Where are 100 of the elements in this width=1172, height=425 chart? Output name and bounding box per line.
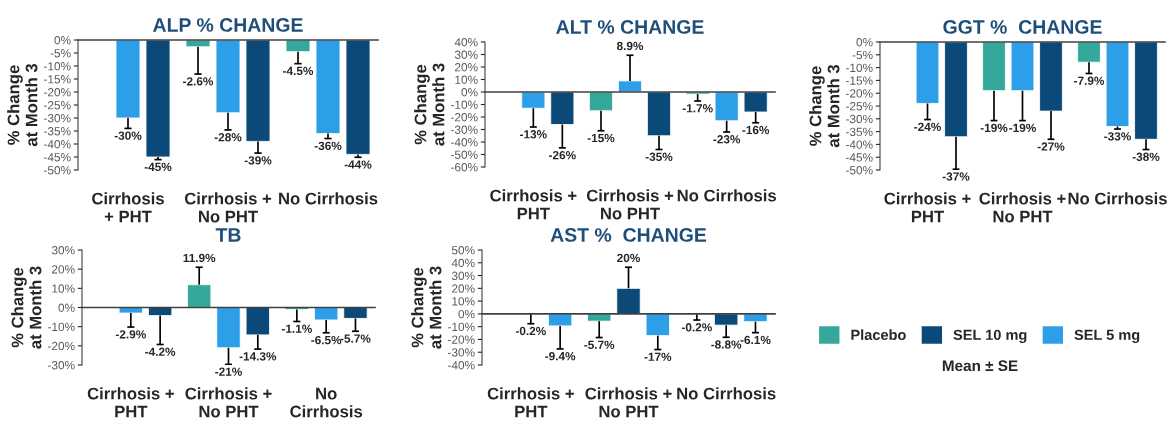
data-label: -0.2%	[515, 326, 546, 336]
y-tick-label: -20%	[448, 335, 475, 344]
data-label: -4.5%	[283, 66, 314, 76]
data-label: -9.4%	[545, 351, 576, 361]
data-label: -17%	[644, 352, 672, 361]
x-tick-label: No Cirrhosis	[1068, 192, 1167, 205]
y-tick-label: -45%	[846, 153, 873, 162]
data-label: -45%	[144, 162, 172, 172]
data-label: -38%	[1132, 152, 1160, 161]
data-label: -7.9%	[1074, 76, 1105, 85]
y-tick-label: -20%	[48, 341, 75, 351]
x-tick-label: Cirrhosis + No PHT	[585, 387, 672, 418]
y-tick-label: -10%	[44, 62, 71, 71]
legend-label: SEL 5 mg	[1074, 329, 1140, 343]
data-label: -36%	[314, 141, 342, 151]
data-label: 20%	[617, 253, 640, 263]
y-tick-label: 10%	[455, 75, 478, 84]
legend-label: SEL 10 mg	[953, 329, 1027, 343]
data-label: -5.7%	[340, 334, 371, 343]
y-tick-label: -10%	[451, 100, 478, 109]
y-tick-label: 0%	[54, 36, 71, 45]
data-label: -33%	[1104, 132, 1131, 141]
x-tick-label: Cirrhosis + PHT	[487, 387, 574, 418]
x-tick-label: Cirrhosis + PHT	[92, 192, 164, 223]
data-label: -14.3%	[239, 352, 277, 361]
y-tick-label: 30%	[51, 246, 75, 255]
data-label: -23%	[713, 135, 741, 144]
y-tick-label: -10%	[48, 322, 75, 332]
data-label: -2.6%	[183, 77, 214, 86]
data-label: -6.1%	[740, 335, 771, 345]
data-label: -27%	[1037, 142, 1065, 151]
y-axis-title: % Change at Month 3	[7, 63, 38, 147]
y-tick-label: -50%	[44, 166, 71, 175]
y-tick-label: 20%	[455, 63, 478, 72]
x-tick-label: Cirrhosis + No PHT	[184, 192, 272, 223]
data-label: -8.8%	[711, 340, 742, 349]
data-label: -5.7%	[584, 340, 615, 349]
data-label: -24%	[914, 122, 941, 131]
y-tick-label: 0%	[461, 88, 478, 97]
chart-title: ALP % CHANGE	[153, 18, 303, 32]
y-tick-label: 40%	[451, 258, 475, 268]
text: Mean ± SE	[942, 360, 1018, 372]
data-label: -39%	[244, 156, 272, 165]
y-tick-label: -5%	[852, 50, 873, 60]
y-tick-label: -30%	[48, 361, 75, 370]
y-tick-label: -15%	[44, 75, 71, 84]
y-tick-label: -25%	[44, 101, 71, 110]
data-label: 11.9%	[183, 253, 216, 263]
chart-title: AST % CHANGE	[550, 228, 707, 242]
y-tick-label: -30%	[846, 114, 873, 124]
y-tick-label: -50%	[451, 150, 478, 159]
y-axis-title: % Change at Month 3	[411, 266, 442, 349]
data-label: -37%	[942, 172, 970, 181]
y-axis-title: % Change at Month 3	[11, 266, 42, 349]
data-label: -26%	[549, 150, 576, 160]
y-axis-title: % Change at Month 3	[809, 64, 840, 148]
y-tick-label: 10%	[52, 284, 75, 293]
data-label: -6.5%	[311, 335, 342, 345]
y-tick-label: -40%	[448, 361, 475, 370]
y-tick-label: 30%	[451, 271, 475, 280]
y-tick-label: -25%	[846, 102, 873, 111]
y-tick-label: -20%	[451, 113, 478, 122]
data-label: -21%	[215, 367, 242, 376]
data-label: -19%	[1009, 123, 1036, 133]
data-label: -15%	[587, 133, 615, 143]
data-label: -2.9%	[115, 330, 146, 339]
data-label: -1.7%	[682, 104, 713, 113]
data-label: -30%	[114, 131, 142, 140]
y-tick-label: 0%	[856, 38, 873, 47]
data-label: -19%	[980, 123, 1008, 133]
x-tick-label: Cirrhosis + No PHT	[185, 387, 272, 418]
y-tick-label: -35%	[44, 127, 71, 136]
y-tick-label: -30%	[448, 348, 475, 357]
data-label: -16%	[742, 125, 770, 135]
y-tick-label: 40%	[454, 38, 478, 47]
y-tick-label: -40%	[44, 140, 71, 149]
x-tick-label: Cirrhosis + PHT	[87, 387, 174, 418]
y-tick-label: -40%	[451, 138, 478, 147]
y-tick-label: 0%	[458, 309, 475, 319]
x-tick-label: No Cirrhosis	[290, 387, 363, 418]
y-tick-label: 0%	[58, 303, 75, 312]
y-tick-label: 50%	[451, 246, 475, 255]
y-tick-label: -5%	[50, 49, 71, 58]
y-tick-label: -40%	[846, 140, 873, 149]
data-label: 8.9%	[616, 41, 644, 51]
y-tick-label: -50%	[846, 166, 873, 175]
legend-label: Placebo	[851, 329, 906, 341]
x-tick-label: No Cirrhosis	[677, 387, 776, 400]
y-tick-label: -30%	[44, 114, 71, 123]
data-label: -4.2%	[145, 347, 176, 356]
y-tick-label: -20%	[846, 89, 873, 98]
x-tick-label: No Cirrhosis	[279, 192, 378, 205]
data-label: -0.2%	[681, 323, 712, 332]
y-axis-title: % Change at Month 3	[414, 63, 445, 146]
chart-title: ALT % CHANGE	[556, 20, 704, 34]
y-tick-label: -20%	[44, 88, 71, 97]
data-label: -35%	[645, 152, 673, 161]
y-tick-label: -10%	[448, 322, 475, 332]
data-label: -28%	[214, 133, 242, 142]
chart-title: GGT % CHANGE	[943, 20, 1102, 34]
